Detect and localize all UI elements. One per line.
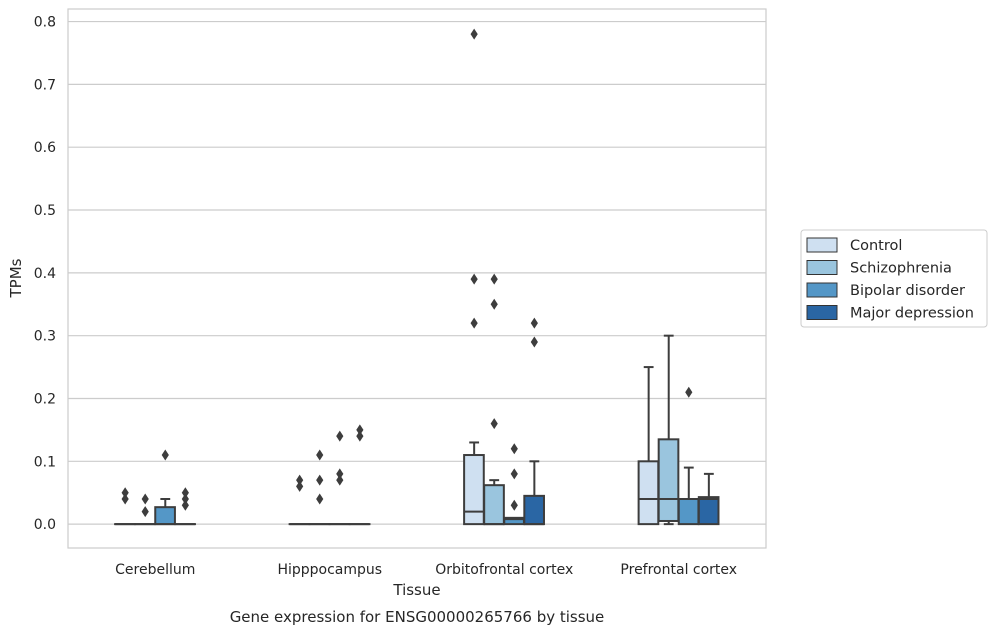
box-plot-element — [154, 449, 176, 526]
box-plot-element — [328, 430, 351, 526]
box-plot-element — [134, 493, 156, 526]
outlier-point — [121, 487, 129, 499]
x-axis-ticks: Cerebellum Hipppocampus Orbitofrontal cort… — [115, 562, 737, 578]
outlier-point — [490, 273, 498, 285]
box-body — [463, 454, 485, 526]
y-tick-label: 0.5 — [34, 203, 56, 219]
outlier-point — [470, 317, 478, 329]
box-plot-element — [483, 273, 505, 526]
legend-label: Control — [850, 238, 902, 254]
box-body — [697, 496, 720, 526]
outlier-point — [181, 487, 189, 499]
outlier-point — [510, 499, 518, 511]
legend-swatch — [806, 237, 838, 253]
box-plot-element — [697, 472, 720, 526]
y-axis-title: TPMs — [7, 258, 25, 298]
outlier-point — [141, 506, 149, 518]
outlier-point — [356, 424, 364, 436]
x-axis-title: Tissue — [392, 581, 440, 599]
y-tick-label: 0.2 — [34, 391, 56, 407]
legend-swatch — [806, 260, 838, 275]
legend-label: Schizophrenia — [850, 261, 952, 277]
legend-label: Major depression — [850, 306, 974, 322]
y-tick-label: 0.8 — [34, 15, 56, 31]
legend-swatch — [806, 305, 838, 320]
box-plot-element — [288, 474, 311, 526]
plot-frame — [67, 8, 767, 549]
box-plot-element — [677, 386, 700, 526]
y-tick-label: 0.1 — [34, 454, 56, 470]
box-body — [483, 484, 505, 526]
chart-caption: Gene expression for ENSG00000265766 by t… — [230, 608, 605, 626]
legend-label: Bipolar disorder — [850, 283, 965, 299]
outlier-point — [181, 493, 189, 505]
box-plot-element — [657, 334, 680, 526]
box-body — [637, 460, 660, 526]
outlier-point — [181, 499, 189, 511]
outlier-point — [490, 298, 498, 310]
outlier-point — [530, 336, 538, 348]
outlier-point — [296, 480, 304, 492]
box-plot-element — [503, 443, 525, 526]
outlier-point — [336, 468, 344, 480]
x-tick-label: Orbitofrontal cortex — [435, 562, 573, 578]
legend-frame — [800, 229, 988, 328]
outlier-point — [141, 493, 149, 505]
box-plot-element — [348, 424, 371, 526]
box-plot-element — [637, 366, 660, 526]
outlier-point — [685, 386, 693, 398]
box-body — [523, 494, 545, 526]
outlier-point — [296, 474, 304, 486]
box-plot-element — [308, 449, 331, 526]
gridlines — [68, 20, 766, 525]
box-body — [657, 438, 680, 522]
outlier-point — [490, 418, 498, 430]
box-plot-series — [114, 28, 720, 526]
y-tick-label: 0.0 — [34, 517, 56, 533]
legend: Control Schizophrenia Bipolar disorder Majo… — [800, 229, 988, 328]
outlier-point — [316, 493, 324, 505]
outlier-point — [336, 430, 344, 442]
box-plot-element — [523, 317, 545, 526]
outlier-point — [121, 493, 129, 505]
y-tick-label: 0.6 — [34, 140, 56, 156]
box-body — [154, 506, 176, 526]
x-tick-label: Cerebellum — [115, 562, 195, 578]
outlier-point — [316, 449, 324, 461]
box-body — [677, 498, 700, 526]
x-tick-label: Hipppocampus — [277, 562, 382, 578]
outlier-point — [470, 28, 478, 40]
outlier-point — [510, 468, 518, 480]
y-tick-label: 0.4 — [34, 266, 56, 282]
outlier-point — [530, 317, 538, 329]
outlier-point — [470, 273, 478, 285]
y-tick-label: 0.3 — [34, 329, 56, 345]
y-tick-label: 0.7 — [34, 77, 56, 93]
box-plot-element — [114, 487, 136, 526]
outlier-point — [336, 474, 344, 486]
outlier-point — [161, 449, 169, 461]
outlier-point — [356, 430, 364, 442]
x-tick-label: Prefrontal cortex — [620, 562, 737, 578]
legend-swatch — [806, 282, 838, 298]
box-plot-element — [174, 487, 196, 526]
box-plot-element — [463, 28, 485, 526]
outlier-point — [510, 443, 518, 455]
y-axis-ticks: 0.0 0.1 0.2 0.3 0.4 0.5 0.6 0.7 0.8 — [34, 15, 56, 534]
outlier-point — [316, 474, 324, 486]
